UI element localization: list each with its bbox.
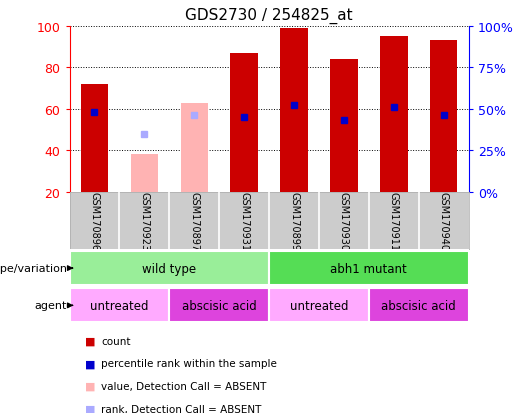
- Bar: [169, 289, 269, 323]
- Text: ■: ■: [85, 358, 95, 368]
- Text: abscisic acid: abscisic acid: [182, 299, 256, 312]
- Text: GSM170897: GSM170897: [189, 192, 199, 250]
- Text: ■: ■: [85, 381, 95, 391]
- Text: GSM170931: GSM170931: [239, 192, 249, 250]
- Text: abscisic acid: abscisic acid: [382, 299, 456, 312]
- Bar: [81, 85, 108, 192]
- Text: GSM170896: GSM170896: [90, 192, 99, 250]
- Bar: [280, 29, 308, 192]
- Text: GSM170911: GSM170911: [389, 192, 399, 250]
- Bar: [430, 41, 457, 192]
- Text: abh1 mutant: abh1 mutant: [331, 262, 407, 275]
- Text: ■: ■: [85, 404, 95, 413]
- Bar: [269, 289, 369, 323]
- Text: untreated: untreated: [90, 299, 149, 312]
- Title: GDS2730 / 254825_at: GDS2730 / 254825_at: [185, 8, 353, 24]
- Bar: [131, 155, 158, 192]
- Text: wild type: wild type: [142, 262, 196, 275]
- Bar: [369, 289, 469, 323]
- Text: agent: agent: [35, 301, 67, 311]
- Text: genotype/variation: genotype/variation: [0, 263, 67, 273]
- Bar: [230, 54, 258, 192]
- Bar: [269, 252, 469, 285]
- Text: GSM170899: GSM170899: [289, 192, 299, 250]
- Text: GSM170940: GSM170940: [439, 192, 449, 250]
- Bar: [330, 60, 357, 192]
- Bar: [380, 37, 407, 192]
- Text: percentile rank within the sample: percentile rank within the sample: [101, 358, 278, 368]
- Text: untreated: untreated: [290, 299, 348, 312]
- Text: count: count: [101, 336, 131, 346]
- Text: GSM170923: GSM170923: [140, 192, 149, 250]
- Text: rank, Detection Call = ABSENT: rank, Detection Call = ABSENT: [101, 404, 262, 413]
- Text: GSM170930: GSM170930: [339, 192, 349, 250]
- Bar: [70, 252, 269, 285]
- Bar: [70, 289, 169, 323]
- Text: value, Detection Call = ABSENT: value, Detection Call = ABSENT: [101, 381, 267, 391]
- Text: ■: ■: [85, 336, 95, 346]
- Bar: [181, 103, 208, 192]
